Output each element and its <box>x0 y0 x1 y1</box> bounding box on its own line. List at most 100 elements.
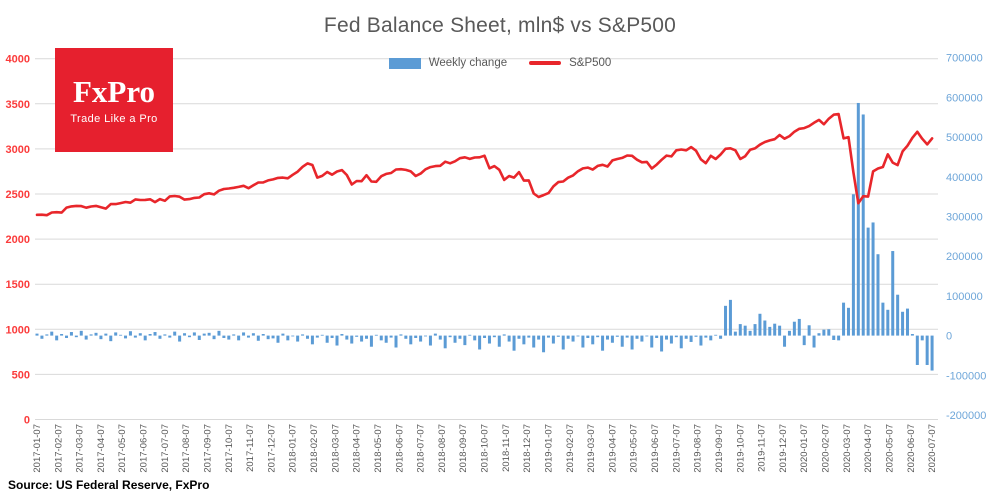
svg-text:2017-11-07: 2017-11-07 <box>245 424 256 472</box>
weekly-change-bar <box>650 335 654 348</box>
weekly-change-bar <box>502 334 506 336</box>
weekly-change-bar <box>763 320 767 336</box>
weekly-change-bar <box>251 333 255 336</box>
weekly-change-bar <box>438 335 442 340</box>
svg-text:2019-08-07: 2019-08-07 <box>693 424 704 473</box>
svg-text:2500: 2500 <box>6 189 30 201</box>
weekly-change-bar <box>301 334 305 336</box>
svg-text:500000: 500000 <box>946 132 983 144</box>
svg-text:300000: 300000 <box>946 212 983 224</box>
weekly-change-bar <box>478 335 482 350</box>
weekly-change-bar <box>738 324 742 336</box>
weekly-change-bar <box>187 335 191 338</box>
weekly-change-bar <box>783 335 787 347</box>
weekly-change-bar <box>861 114 865 336</box>
weekly-change-bar <box>104 333 108 336</box>
weekly-change-bar <box>335 335 339 346</box>
weekly-change-bar <box>704 335 708 338</box>
weekly-change-bar <box>443 335 447 349</box>
fxpro-logo-title: FxPro <box>72 73 156 109</box>
weekly-change-bar <box>596 335 600 338</box>
weekly-change-bar <box>487 335 491 344</box>
svg-text:2017-12-07: 2017-12-07 <box>266 424 277 473</box>
svg-text:2018-08-07: 2018-08-07 <box>437 424 448 473</box>
weekly-change-bar <box>842 302 846 336</box>
weekly-change-bar <box>65 335 69 338</box>
weekly-change-bar <box>99 335 103 340</box>
svg-text:200000: 200000 <box>946 251 983 263</box>
weekly-change-bar <box>846 307 850 336</box>
svg-text:2017-10-07: 2017-10-07 <box>224 424 235 473</box>
weekly-change-bar <box>640 335 644 342</box>
weekly-change-bar <box>694 335 698 337</box>
weekly-change-bar <box>699 335 703 346</box>
weekly-change-swatch <box>388 57 421 69</box>
svg-text:2018-02-07: 2018-02-07 <box>309 424 320 473</box>
weekly-change-bar <box>728 299 732 336</box>
weekly-change-bar <box>320 334 324 336</box>
weekly-change-bar <box>669 335 673 344</box>
svg-text:2020-04-07: 2020-04-07 <box>863 424 874 473</box>
weekly-change-bar <box>620 335 624 347</box>
weekly-change-bar <box>709 335 713 341</box>
weekly-change-bar <box>473 335 477 341</box>
weekly-change-bar <box>369 335 373 347</box>
sp500-line <box>35 112 934 217</box>
legend-label-sp500: S&P500 <box>569 57 612 69</box>
weekly-change-bar <box>920 335 924 341</box>
weekly-change-bar <box>330 335 334 338</box>
weekly-change-bar <box>601 335 605 351</box>
weekly-change-bar <box>837 335 841 341</box>
svg-text:2017-02-07: 2017-02-07 <box>53 424 64 473</box>
weekly-change-bar <box>586 335 590 338</box>
weekly-change-bar <box>635 335 639 339</box>
svg-text:2019-06-07: 2019-06-07 <box>650 424 661 473</box>
sp500-line-swatch <box>529 61 562 65</box>
weekly-change-bar <box>527 335 531 338</box>
weekly-change-bar <box>822 329 826 336</box>
weekly-change-bar <box>546 335 550 338</box>
svg-text:0: 0 <box>24 415 30 427</box>
fxpro-logo: FxPro Trade Like a Pro <box>55 48 173 152</box>
chart-title: Fed Balance Sheet, mln$ vs S&P500 <box>323 14 677 37</box>
svg-text:2018-12-07: 2018-12-07 <box>522 424 533 473</box>
weekly-change-bar <box>886 309 890 336</box>
svg-text:600000: 600000 <box>946 92 983 104</box>
weekly-change-bar <box>856 102 860 336</box>
weekly-change-bar <box>246 335 250 338</box>
weekly-change-bar <box>507 335 511 342</box>
weekly-change-bar <box>79 330 83 336</box>
weekly-change-bar <box>414 335 418 338</box>
weekly-change-bars <box>35 102 934 371</box>
weekly-change-bar <box>232 334 236 336</box>
weekly-change-bar <box>615 335 619 337</box>
weekly-change-bar <box>817 333 821 336</box>
weekly-change-bar <box>497 335 501 347</box>
weekly-change-bar <box>163 334 167 336</box>
weekly-change-bar <box>561 335 565 350</box>
right-axis-labels: -200000 -100000 0 100000 200000 300000 400000 5… <box>946 53 986 422</box>
weekly-change-bar <box>379 335 383 341</box>
weekly-change-bar <box>758 313 762 336</box>
svg-text:2018-06-07: 2018-06-07 <box>394 424 405 473</box>
weekly-change-bar <box>183 333 187 336</box>
weekly-change-bar <box>428 335 432 346</box>
weekly-change-bar <box>851 194 855 336</box>
weekly-change-bar <box>419 335 423 342</box>
weekly-change-bar <box>576 335 580 337</box>
weekly-change-bar <box>69 332 73 336</box>
weekly-change-bar <box>483 335 487 338</box>
svg-text:2000: 2000 <box>6 234 30 246</box>
svg-text:2017-08-07: 2017-08-07 <box>181 424 192 473</box>
svg-text:2017-06-07: 2017-06-07 <box>139 424 150 473</box>
weekly-change-bar <box>827 329 831 336</box>
weekly-change-bar <box>542 335 546 353</box>
svg-text:2018-10-07: 2018-10-07 <box>480 424 491 473</box>
svg-text:2020-06-07: 2020-06-07 <box>906 424 917 473</box>
weekly-change-bar <box>237 335 241 341</box>
weekly-change-bar <box>566 335 570 339</box>
svg-text:400000: 400000 <box>946 172 983 184</box>
weekly-change-bar <box>212 335 216 340</box>
weekly-change-bar <box>556 335 560 337</box>
weekly-change-bar <box>261 334 265 336</box>
